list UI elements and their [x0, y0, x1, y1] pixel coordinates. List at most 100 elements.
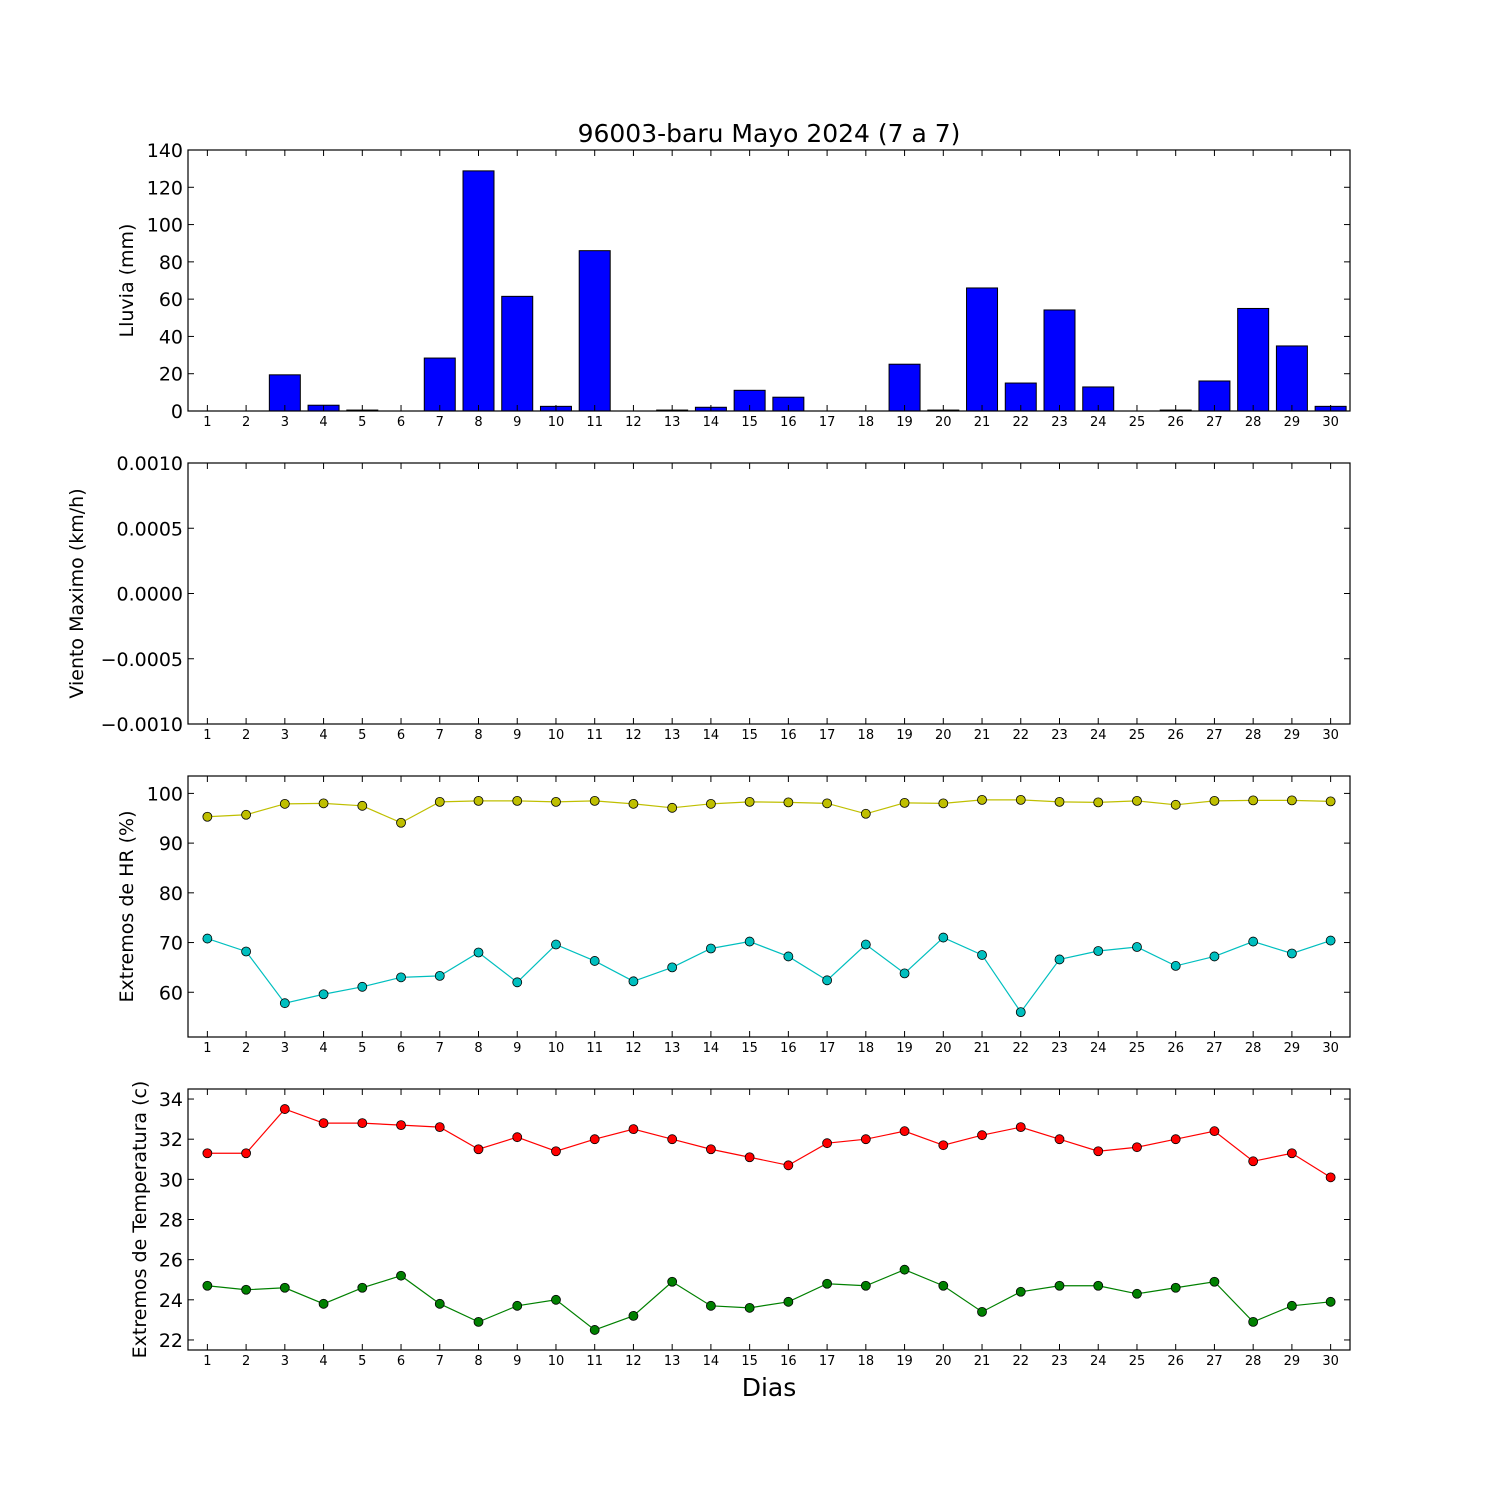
temp-xtick-label: 28: [1245, 1354, 1262, 1369]
lluvia-xtick-label: 1: [203, 415, 211, 430]
lluvia-xtick-label: 15: [741, 415, 758, 430]
temp-xtick-label: 2: [242, 1354, 250, 1369]
hr-series-1-point: [1287, 795, 1297, 806]
hr-xtick-label: 21: [974, 1041, 991, 1056]
temp-xtick-label: 26: [1167, 1354, 1184, 1369]
hr-series-1-point: [396, 817, 406, 828]
temp-xtick-label: 11: [586, 1354, 603, 1369]
lluvia-xtick-label: 12: [625, 415, 642, 430]
hr-xtick-label: 1: [203, 1041, 211, 1056]
temp-xtick-label: 17: [819, 1354, 836, 1369]
bar-day-19: [888, 363, 921, 412]
temp-series-1-point: [1054, 1134, 1065, 1145]
temp-xtick-label: 20: [935, 1354, 952, 1369]
hr-xtick-label: 3: [281, 1041, 289, 1056]
bar-day-8: [462, 170, 495, 412]
temp-ytick-label: 32: [159, 1129, 183, 1151]
hr-series-1-point: [938, 798, 949, 809]
hr-ytick-label: 90: [159, 833, 183, 855]
lluvia-xtick-label: 18: [858, 415, 875, 430]
temp-series-1-point: [1170, 1134, 1181, 1145]
hr-series-1-point: [434, 796, 445, 807]
lluvia-xtick-label: 11: [586, 415, 603, 430]
hr-series-2-point: [1287, 948, 1297, 959]
temp-series-1-point: [357, 1118, 368, 1129]
hr-series-1-point: [977, 794, 987, 805]
temp-series-2-point: [1093, 1280, 1104, 1291]
temp-series-1-point: [744, 1152, 755, 1163]
hr-series-1-point: [473, 795, 484, 806]
hr-series-2-point: [744, 936, 755, 947]
lluvia-xtick-label: 6: [397, 415, 405, 430]
hr-series-2-point: [318, 989, 329, 1000]
figure-title: 96003-baru Mayo 2024 (7 a 7): [578, 119, 961, 148]
temp-series-2-point: [1170, 1282, 1181, 1293]
hr-series-2-line: [207, 936, 1331, 1014]
temp-series-2-point: [667, 1276, 678, 1287]
hr-series-1-point: [279, 798, 290, 809]
temp-xtick-label: 3: [281, 1354, 289, 1369]
lluvia-xtick-label: 3: [281, 415, 289, 430]
viento-xtick-label: 17: [819, 728, 836, 743]
hr-series-1-line: [207, 799, 1331, 824]
temp-ytick-label: 34: [159, 1089, 183, 1111]
hr-series-2-point: [1054, 954, 1065, 965]
hr-ytick-label: 100: [147, 783, 183, 805]
bar-day-23: [1043, 309, 1076, 412]
lluvia-ytick-label: 120: [147, 177, 183, 199]
temp-series-2-point: [396, 1270, 406, 1281]
viento-xtick-label: 29: [1284, 728, 1301, 743]
temp-xtick-label: 21: [974, 1354, 991, 1369]
lluvia-xtick-label: 19: [896, 415, 913, 430]
temp-series-2-point: [434, 1298, 445, 1309]
lluvia-xtick-label: 29: [1284, 415, 1301, 430]
lluvia-xtick-label: 16: [780, 415, 797, 430]
hr-xtick-label: 17: [819, 1041, 836, 1056]
lluvia-xtick-label: 27: [1206, 415, 1223, 430]
temp-series-1-line: [207, 1108, 1331, 1178]
temp-series-1-point: [1093, 1146, 1104, 1157]
hr-series-2-point: [1170, 961, 1181, 971]
hr-series-2-point: [822, 975, 832, 986]
lluvia-xtick-label: 14: [703, 415, 720, 430]
hr-series-2-point: [1325, 935, 1336, 946]
viento-xtick-label: 1: [203, 728, 211, 743]
hr-series-2-point: [977, 950, 987, 960]
viento-xtick-label: 30: [1322, 728, 1339, 743]
viento-xtick-label: 4: [319, 728, 327, 743]
lluvia-y-axis-label: Lluvia (mm): [116, 224, 138, 338]
viento-xtick-label: 5: [358, 728, 366, 743]
viento-xtick-label: 9: [513, 728, 521, 743]
viento-xtick-label: 12: [625, 728, 642, 743]
hr-y-axis-label: Extremos de HR (%): [116, 810, 138, 1002]
temp-series-1-point: [899, 1126, 910, 1137]
temp-xtick-label: 30: [1322, 1354, 1339, 1369]
hr-series-1-point: [783, 797, 794, 808]
hr-series-2-point: [241, 946, 252, 957]
lluvia-ytick-label: 0: [171, 401, 183, 423]
hr-series-2-point: [1209, 951, 1220, 962]
viento-xtick-label: 3: [281, 728, 289, 743]
hr-series-2-point: [279, 998, 290, 1009]
temp-y-axis-label: Extremos de Temperatura (c): [129, 1081, 151, 1359]
temp-ytick-label: 22: [159, 1330, 183, 1352]
hr-xtick-label: 23: [1051, 1041, 1068, 1056]
hr-series-1-point: [822, 798, 832, 809]
viento-ytick-label: −0.0005: [101, 649, 183, 671]
viento-xtick-label: 14: [703, 728, 720, 743]
temp-series-1-point: [706, 1144, 716, 1155]
lluvia-xtick-label: 24: [1090, 415, 1107, 430]
lluvia-ytick-label: 40: [159, 326, 183, 348]
lluvia-xtick-label: 8: [474, 415, 482, 430]
hr-series-2-point: [1248, 936, 1259, 947]
hr-series-1-point: [1132, 795, 1142, 806]
hr-xtick-label: 2: [242, 1041, 250, 1056]
lluvia-xtick-label: 20: [935, 415, 952, 430]
temp-series-2-line: [207, 1269, 1331, 1331]
viento-xtick-label: 10: [548, 728, 565, 743]
temp-xtick-label: 16: [780, 1354, 797, 1369]
viento-xtick-label: 6: [397, 728, 405, 743]
